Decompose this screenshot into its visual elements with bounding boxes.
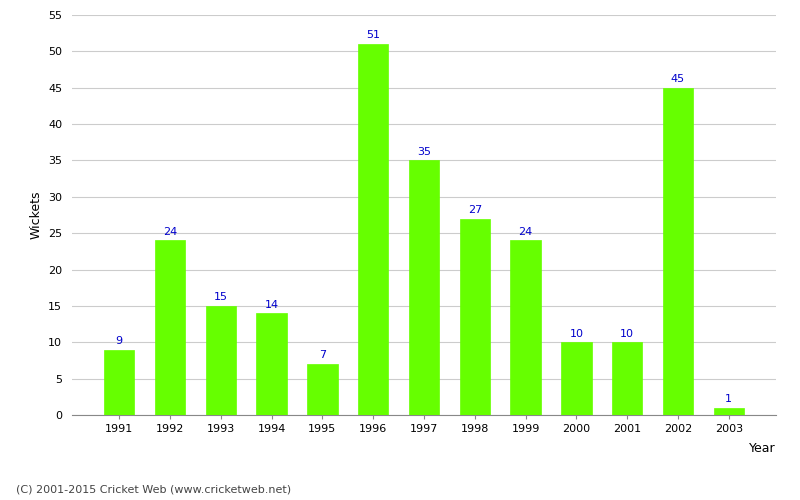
Text: 45: 45 (671, 74, 685, 84)
Text: 1: 1 (726, 394, 732, 404)
Bar (409, 160, 439, 415)
Text: Year: Year (750, 442, 776, 456)
Y-axis label: Wickets: Wickets (30, 190, 42, 240)
Bar (612, 342, 642, 415)
Text: 7: 7 (319, 350, 326, 360)
Text: 35: 35 (417, 147, 431, 157)
Text: 51: 51 (366, 30, 380, 40)
Text: 24: 24 (518, 227, 533, 237)
Text: 10: 10 (620, 328, 634, 338)
Bar (662, 88, 694, 415)
Text: (C) 2001-2015 Cricket Web (www.cricketweb.net): (C) 2001-2015 Cricket Web (www.cricketwe… (16, 485, 291, 495)
Text: 10: 10 (570, 328, 583, 338)
Bar (307, 364, 338, 415)
Bar (206, 306, 236, 415)
Text: 27: 27 (468, 205, 482, 215)
Bar (510, 240, 541, 415)
Text: 24: 24 (163, 227, 177, 237)
Bar (561, 342, 592, 415)
Bar (459, 218, 490, 415)
Text: 15: 15 (214, 292, 228, 302)
Bar (256, 313, 287, 415)
Bar (154, 240, 186, 415)
Text: 9: 9 (116, 336, 123, 346)
Text: 14: 14 (265, 300, 278, 310)
Bar (104, 350, 134, 415)
Bar (358, 44, 389, 415)
Bar (714, 408, 744, 415)
